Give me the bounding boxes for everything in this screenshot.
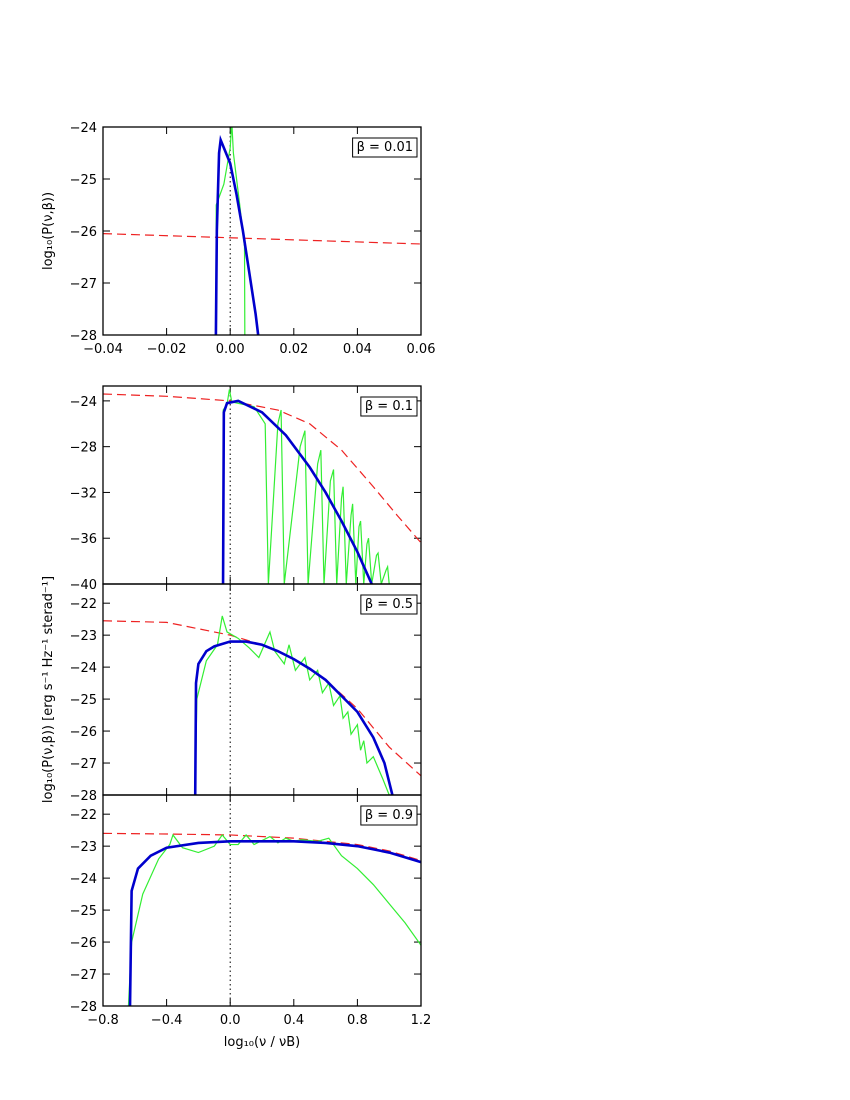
y-tick-label: −24	[70, 661, 97, 676]
y-tick-label: −22	[70, 808, 97, 823]
y-tick-label: −25	[70, 693, 97, 708]
y-tick-label: −27	[70, 757, 97, 772]
annotation-box	[360, 396, 418, 417]
y-tick-label: −27	[70, 277, 97, 292]
frame	[102, 126, 422, 336]
x-axis-label: log₁₀(ν / νB)	[224, 1035, 300, 1050]
panel: −40 −36 −32 −28 −24 β = 0.1	[70, 385, 422, 593]
y-tick-label: −28	[70, 441, 97, 456]
x-tick-label: −0.02	[147, 342, 187, 357]
series-line	[103, 393, 421, 544]
x-tick-label: 0.8	[347, 1013, 368, 1028]
frame	[102, 583, 422, 796]
x-tick-label: 1.2	[411, 1013, 432, 1028]
series-line	[214, 134, 260, 335]
series-line	[127, 833, 421, 1006]
y-tick-label: −24	[70, 395, 97, 410]
y-tick-label: −26	[70, 725, 97, 740]
x-tick-label: 0.04	[343, 342, 372, 357]
frame	[102, 794, 422, 1007]
x-tick-label: 0.00	[216, 342, 245, 357]
y-tick-label: −25	[70, 173, 97, 188]
series-line	[103, 233, 421, 245]
x-tick-label: −0.8	[87, 1013, 119, 1028]
x-tick-label: 0.02	[279, 342, 308, 357]
panel: −28 −27 −26 −25 −24 −0.04 −0.02 0.00 0.02 0.04 0.0…	[41, 121, 435, 357]
y-tick-label: −24	[70, 121, 97, 136]
x-tick-label: −0.4	[151, 1013, 183, 1028]
annotation-box	[360, 805, 418, 826]
annotation-box	[352, 137, 418, 158]
annotation: β = 0.1	[365, 399, 413, 414]
annotation-box	[360, 594, 418, 615]
y-tick-label: −32	[70, 486, 97, 501]
series-line	[194, 615, 390, 795]
y-tick-label: −23	[70, 629, 97, 644]
y-tick-label: −28	[70, 329, 97, 344]
y-tick-label: −36	[70, 532, 97, 547]
x-tick-label: 0.4	[283, 1013, 304, 1028]
annotation: β = 0.9	[365, 808, 413, 823]
y-tick-label: −26	[70, 225, 97, 240]
annotation: β = 0.01	[357, 140, 413, 155]
y-tick-label: −40	[70, 578, 97, 593]
panel: −28 −27 −26 −25 −24 −23 −22 β = 0.5 log₁₀(P(ν,β)…	[41, 576, 422, 804]
y-tick-label: −28	[70, 1000, 97, 1015]
x-tick-label: 0.06	[407, 342, 436, 357]
series-line	[193, 640, 394, 795]
y-tick-label: −27	[70, 968, 97, 983]
x-tick-label: −0.04	[83, 342, 123, 357]
series-line	[103, 620, 421, 777]
y-tick-label: −23	[70, 840, 97, 855]
y-axis-label: log₁₀(P(ν,β)) [erg s⁻¹ Hz⁻¹ sterad⁻¹]	[41, 576, 56, 803]
series-line	[221, 399, 373, 584]
annotation: β = 0.5	[365, 597, 413, 612]
x-tick-label: 0.0	[220, 1013, 241, 1028]
y-axis-label: log₁₀(P(ν,β))	[41, 192, 56, 270]
y-tick-label: −24	[70, 872, 97, 887]
series-line	[128, 840, 421, 1006]
series-line	[222, 389, 390, 584]
y-tick-label: −26	[70, 936, 97, 951]
y-tick-label: −25	[70, 904, 97, 919]
series-line	[103, 832, 421, 862]
panel: −28 −27 −26 −25 −24 −23 −22 −0.8 −0.4 0.0 0.4 0.8 1.…	[70, 794, 432, 1050]
y-tick-label: −28	[70, 789, 97, 804]
y-tick-label: −22	[70, 597, 97, 612]
